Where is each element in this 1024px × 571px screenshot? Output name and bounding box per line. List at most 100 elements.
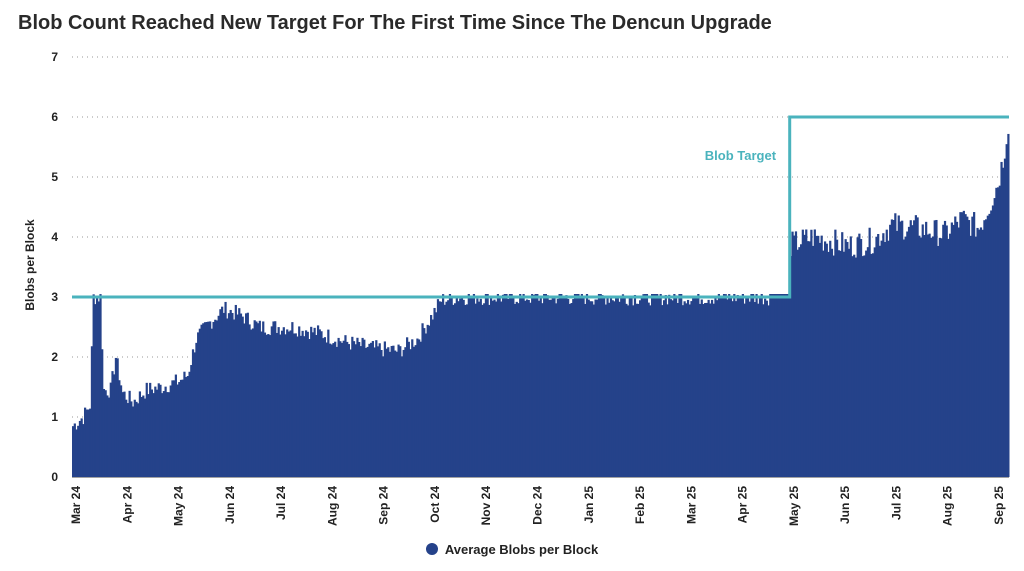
bar: [78, 420, 82, 477]
y-tick-label: 7: [51, 50, 58, 64]
bar: [219, 309, 222, 477]
bar: [584, 303, 587, 477]
bar: [676, 302, 679, 477]
bar: [776, 294, 779, 477]
bar: [260, 331, 263, 477]
bar: [926, 234, 929, 477]
legend[interactable]: Average Blobs per Block: [0, 542, 1024, 557]
chart-title: Blob Count Reached New Target For The Fi…: [18, 12, 772, 34]
bar: [585, 294, 589, 477]
bar: [503, 294, 506, 477]
bar: [174, 374, 177, 477]
bar: [871, 253, 875, 477]
bar: [767, 305, 770, 477]
bar: [964, 214, 967, 477]
bar: [114, 357, 118, 477]
bar: [524, 300, 527, 477]
bar: [106, 395, 109, 477]
bar: [575, 294, 578, 477]
x-tick-label: Mar 24: [69, 486, 83, 524]
bar: [841, 232, 844, 477]
bar: [853, 254, 856, 477]
bar: [740, 297, 743, 477]
bar: [229, 309, 232, 477]
bar: [452, 304, 455, 477]
bar: [171, 380, 174, 477]
bar: [205, 321, 208, 477]
bar: [947, 238, 950, 477]
bar: [500, 301, 503, 477]
bar: [188, 371, 191, 477]
bar: [882, 233, 885, 477]
bar: [294, 333, 297, 477]
bar: [774, 294, 777, 477]
x-tick-label: Sep 24: [377, 486, 391, 525]
bar: [681, 305, 685, 477]
bar: [945, 225, 948, 477]
bar: [693, 296, 697, 477]
bar: [179, 379, 183, 477]
bar: [599, 294, 602, 477]
bar: [623, 297, 626, 477]
bar: [123, 391, 126, 477]
bar: [561, 296, 565, 477]
bar: [368, 343, 371, 477]
bar: [358, 342, 361, 477]
bar: [642, 294, 645, 477]
bar: [221, 306, 224, 477]
bar: [73, 423, 76, 477]
bar: [743, 303, 746, 477]
bar: [700, 299, 703, 477]
bar: [316, 325, 320, 477]
bar: [777, 294, 780, 477]
bar: [796, 249, 799, 477]
bar: [520, 295, 524, 477]
bar: [190, 365, 193, 477]
bar: [135, 401, 138, 477]
bar: [95, 297, 99, 477]
bar: [627, 305, 630, 477]
bar: [933, 220, 936, 477]
bar: [961, 212, 964, 478]
bar: [183, 371, 186, 477]
bar: [267, 334, 270, 477]
bar: [750, 294, 753, 477]
bar: [729, 297, 732, 477]
bar: [299, 335, 303, 477]
bar: [988, 213, 991, 477]
y-tick-label: 6: [51, 110, 58, 124]
bar: [431, 319, 434, 477]
bar: [868, 227, 871, 477]
bar: [895, 230, 899, 477]
bar: [83, 407, 87, 477]
bar: [209, 321, 212, 477]
bar: [342, 340, 345, 477]
bar: [943, 220, 947, 478]
bar: [844, 239, 847, 477]
bar: [224, 301, 227, 477]
bar: [597, 294, 601, 477]
bar: [370, 342, 373, 477]
bar: [200, 324, 203, 477]
bar: [508, 294, 512, 477]
bar: [133, 399, 136, 477]
bar: [519, 294, 522, 477]
bar: [113, 374, 116, 477]
bar: [442, 294, 445, 477]
bar: [880, 240, 883, 477]
bar: [832, 255, 835, 477]
bar: [433, 307, 436, 477]
bar: [726, 299, 729, 477]
bar: [889, 224, 892, 477]
bar: [615, 296, 618, 477]
bar: [90, 346, 94, 477]
bar: [390, 345, 393, 477]
bar: [1002, 167, 1005, 478]
bar: [649, 305, 652, 477]
bar: [222, 312, 225, 477]
bar: [527, 300, 530, 477]
bar: [620, 295, 623, 477]
bar: [484, 294, 488, 477]
bar: [280, 330, 284, 477]
